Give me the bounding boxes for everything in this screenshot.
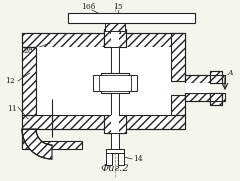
Bar: [185, 83, 210, 93]
Bar: [111, 29, 119, 47]
Text: 12: 12: [5, 77, 15, 85]
Bar: [101, 73, 129, 93]
Bar: [22, 141, 82, 149]
Bar: [22, 33, 185, 47]
Bar: [111, 133, 119, 151]
Bar: [171, 95, 185, 115]
Bar: [22, 115, 185, 129]
Text: 14: 14: [133, 155, 143, 163]
Bar: [106, 149, 112, 165]
Bar: [22, 129, 36, 149]
Wedge shape: [22, 129, 52, 159]
Text: 11: 11: [7, 105, 17, 113]
Bar: [127, 75, 137, 91]
Bar: [99, 75, 131, 91]
Text: 15: 15: [113, 3, 123, 11]
Bar: [210, 71, 222, 83]
Bar: [210, 93, 222, 105]
Bar: [118, 149, 124, 165]
Text: A: A: [228, 69, 234, 77]
Bar: [104, 29, 126, 47]
Bar: [105, 21, 125, 31]
Bar: [110, 21, 120, 33]
Text: 16б: 16б: [81, 3, 95, 11]
Bar: [185, 75, 225, 83]
Bar: [111, 93, 119, 115]
Bar: [111, 115, 119, 133]
Bar: [185, 93, 225, 101]
Bar: [68, 13, 195, 23]
Bar: [104, 115, 126, 133]
Bar: [111, 47, 119, 73]
Bar: [106, 149, 124, 153]
Bar: [22, 47, 36, 115]
Bar: [171, 33, 185, 81]
Bar: [93, 75, 103, 91]
Bar: [36, 47, 171, 115]
Bar: [101, 77, 129, 89]
Text: 28: 28: [23, 47, 33, 55]
Text: Фиг.2: Фиг.2: [101, 164, 129, 173]
